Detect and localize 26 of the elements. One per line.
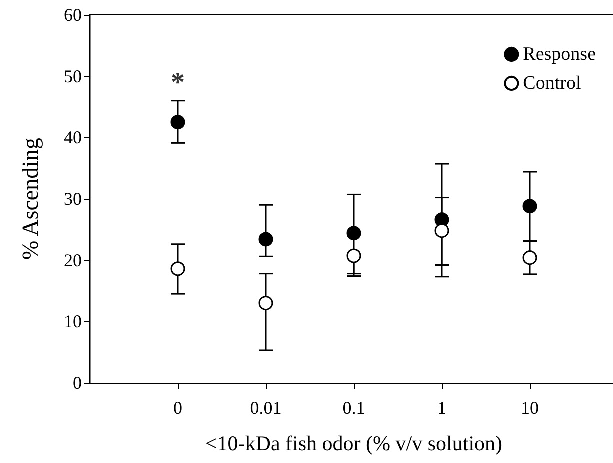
point: [522, 199, 538, 214]
x-tick-label: 0: [174, 398, 182, 418]
point: [258, 296, 274, 311]
y-tick-label: 10: [64, 312, 82, 332]
point: [170, 115, 186, 130]
y-tick-label: 40: [64, 128, 82, 148]
y-tick-label: 30: [64, 189, 82, 209]
y-tick-label: 0: [73, 373, 82, 393]
point: [346, 226, 362, 241]
point: [346, 248, 362, 264]
x-tick-label: 1: [438, 398, 446, 418]
x-tick-label: 0.1: [342, 398, 366, 418]
x-tick-label: 0.01: [250, 398, 282, 418]
annotation: *: [171, 67, 185, 98]
point: [170, 262, 186, 276]
x-axis-title: <10-kDa fish odor (% v/v solution): [205, 432, 503, 456]
point: [258, 232, 274, 247]
y-tick-label: 20: [64, 250, 82, 270]
point: [522, 250, 538, 266]
y-tick-label: 50: [64, 66, 82, 86]
legend-label: Response: [523, 44, 596, 65]
legend-label: Control: [523, 73, 582, 94]
y-tick-label: 60: [64, 5, 82, 25]
point: [434, 224, 450, 238]
y-axis-title: % Ascending: [18, 138, 43, 260]
x-tick-label: 10: [521, 398, 539, 418]
